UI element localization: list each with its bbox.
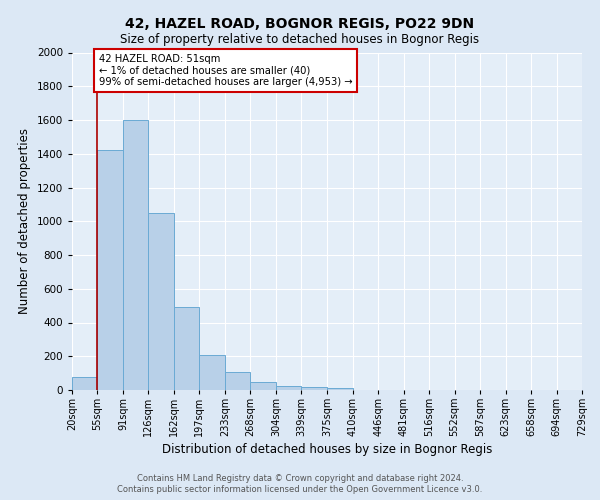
Bar — [199, 356, 225, 390]
Bar — [97, 150, 123, 390]
Bar — [250, 382, 276, 390]
Bar — [328, 388, 353, 390]
Text: 42, HAZEL ROAD, BOGNOR REGIS, PO22 9DN: 42, HAZEL ROAD, BOGNOR REGIS, PO22 9DN — [125, 18, 475, 32]
Text: Contains HM Land Registry data © Crown copyright and database right 2024.
Contai: Contains HM Land Registry data © Crown c… — [118, 474, 482, 494]
Text: 42 HAZEL ROAD: 51sqm
← 1% of detached houses are smaller (40)
99% of semi-detach: 42 HAZEL ROAD: 51sqm ← 1% of detached ho… — [98, 54, 352, 88]
Bar — [225, 372, 250, 390]
Bar — [276, 386, 301, 390]
Bar — [148, 213, 174, 390]
Bar — [72, 376, 97, 390]
Bar — [123, 120, 148, 390]
Bar — [301, 388, 328, 390]
Text: Size of property relative to detached houses in Bognor Regis: Size of property relative to detached ho… — [121, 32, 479, 46]
Bar — [174, 308, 199, 390]
X-axis label: Distribution of detached houses by size in Bognor Regis: Distribution of detached houses by size … — [162, 444, 492, 456]
Y-axis label: Number of detached properties: Number of detached properties — [18, 128, 31, 314]
